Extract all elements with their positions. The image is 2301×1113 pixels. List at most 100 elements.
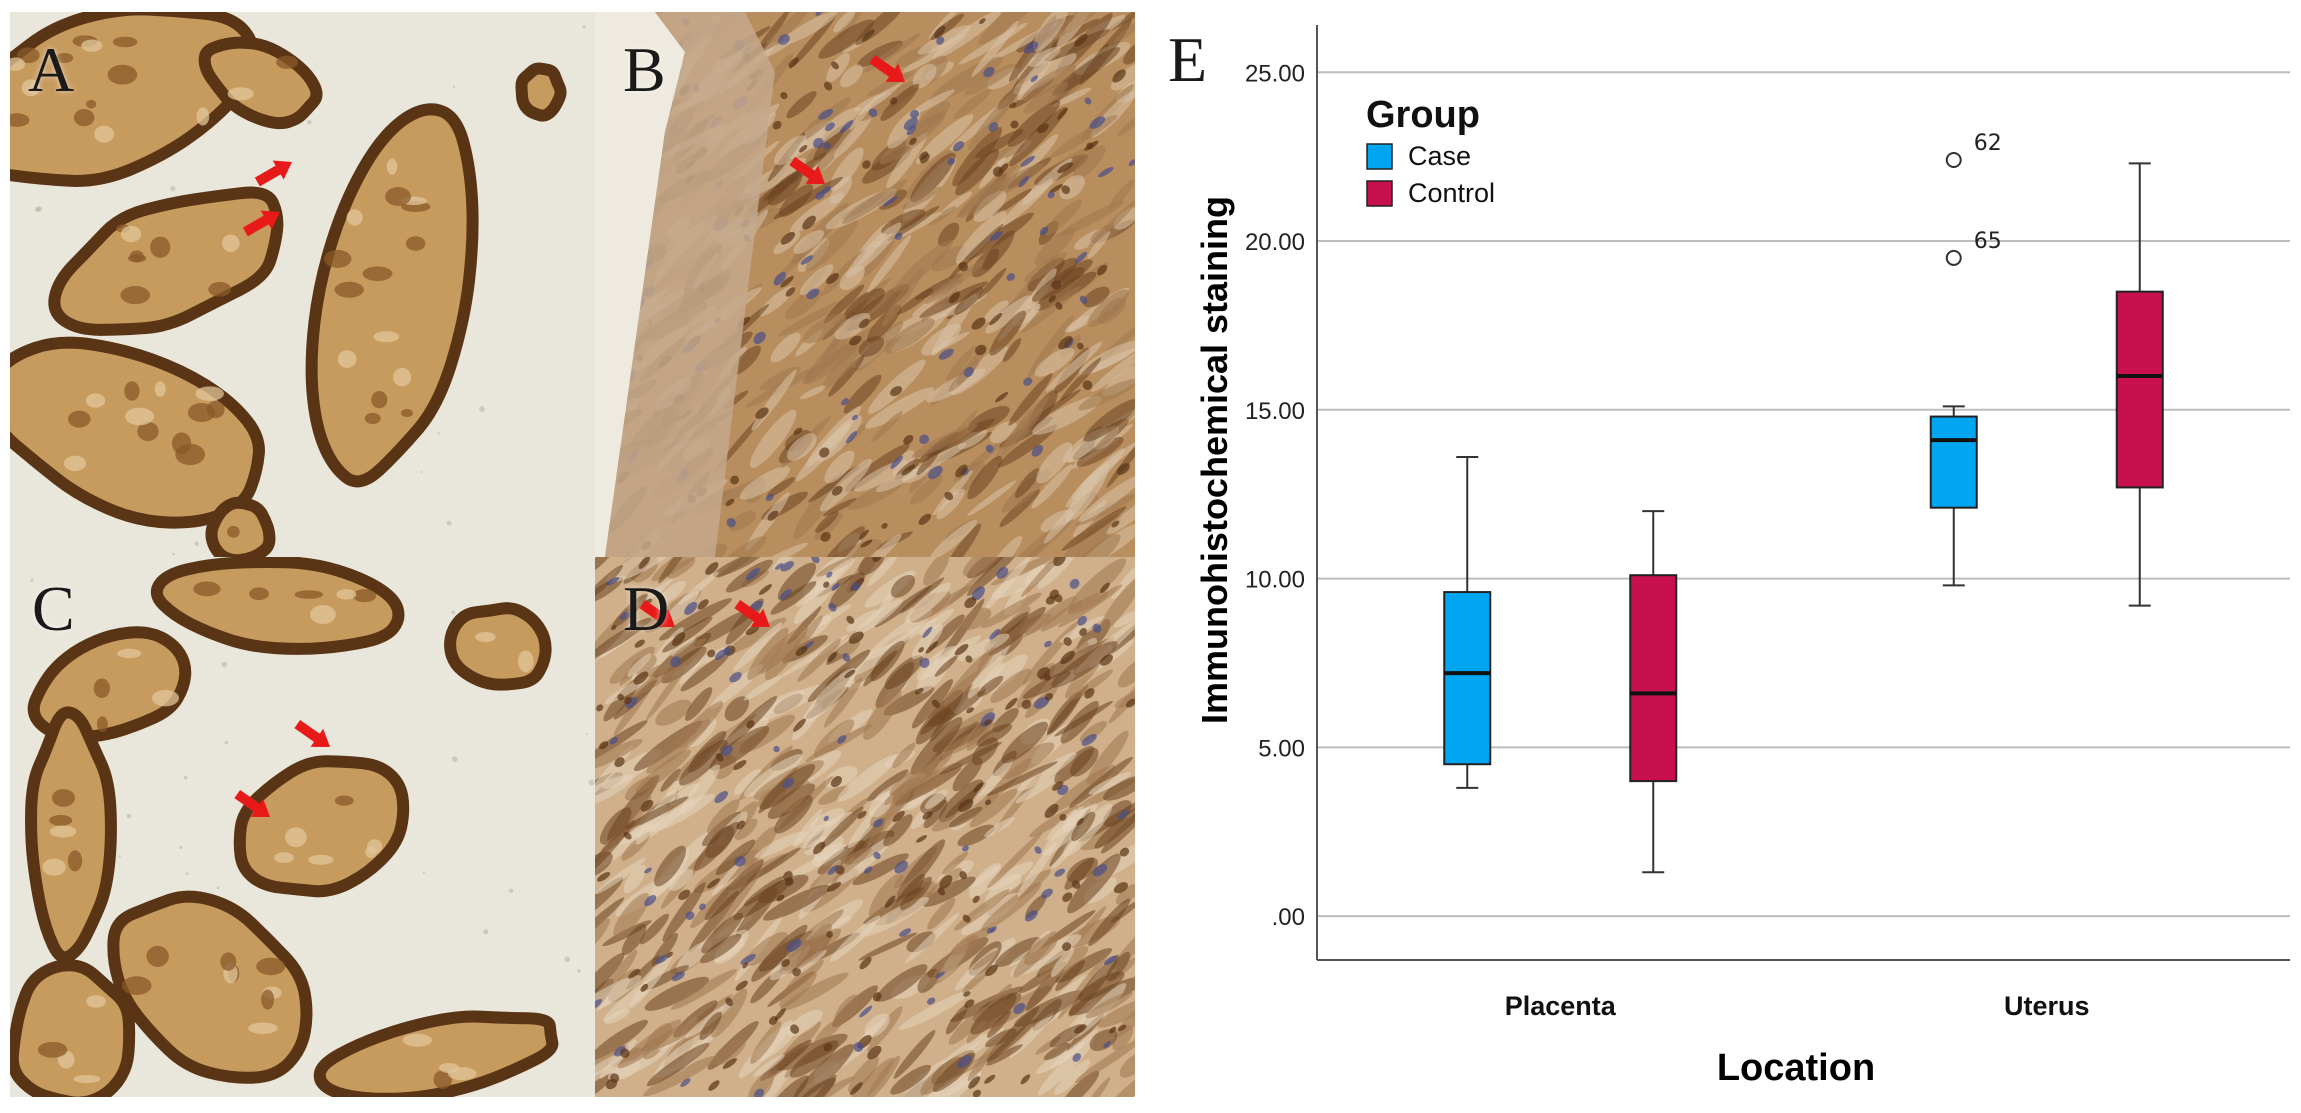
fiber bbox=[834, 994, 861, 1025]
nucleus bbox=[685, 911, 695, 920]
fiber bbox=[815, 511, 839, 533]
fiber bbox=[847, 1057, 895, 1097]
nucleus bbox=[868, 108, 878, 118]
debris-speck bbox=[185, 872, 189, 876]
nucleus bbox=[1109, 1026, 1117, 1034]
nucleus bbox=[916, 835, 927, 843]
nucleus bbox=[963, 991, 971, 997]
x-axis-label: Location bbox=[1717, 1047, 1875, 1089]
outlier-point bbox=[1945, 152, 1962, 169]
cell bbox=[352, 589, 377, 603]
fiber bbox=[599, 807, 632, 845]
fiber bbox=[759, 286, 794, 317]
fiber bbox=[1098, 575, 1135, 634]
nucleus bbox=[818, 109, 834, 120]
fiber bbox=[660, 768, 681, 792]
fiber bbox=[1007, 100, 1061, 147]
nucleus bbox=[1072, 1053, 1082, 1062]
nucleus bbox=[944, 491, 954, 501]
fiber bbox=[936, 488, 965, 520]
fiber bbox=[843, 374, 882, 414]
nucleus bbox=[1081, 733, 1097, 746]
fiber bbox=[814, 512, 843, 541]
cell bbox=[49, 825, 77, 838]
fiber bbox=[938, 222, 960, 247]
cell bbox=[49, 814, 73, 826]
nucleus bbox=[1034, 846, 1042, 854]
fiber bbox=[990, 535, 1023, 557]
fiber bbox=[921, 278, 964, 323]
fiber bbox=[931, 791, 1000, 832]
panel-a-micrograph: A bbox=[10, 12, 595, 557]
fiber bbox=[711, 988, 748, 1038]
legend: Group Case Control bbox=[1366, 94, 1495, 208]
nucleus bbox=[619, 611, 630, 620]
fiber bbox=[595, 857, 646, 895]
fiber bbox=[817, 526, 865, 557]
nucleus bbox=[933, 25, 946, 39]
nucleus bbox=[819, 447, 830, 458]
nucleus bbox=[873, 851, 881, 860]
fiber bbox=[1068, 558, 1127, 612]
fiber bbox=[858, 557, 885, 576]
fiber bbox=[782, 928, 842, 971]
fiber bbox=[1094, 805, 1135, 849]
fiber bbox=[709, 725, 770, 771]
cell bbox=[392, 367, 412, 387]
legend-swatch bbox=[1366, 143, 1393, 170]
villus bbox=[48, 186, 284, 336]
cell bbox=[193, 581, 221, 597]
fiber bbox=[1095, 1066, 1135, 1097]
fiber bbox=[932, 470, 973, 516]
cell bbox=[386, 158, 398, 175]
fiber bbox=[731, 345, 761, 376]
debris-speck bbox=[452, 85, 456, 88]
nucleus bbox=[1062, 892, 1073, 902]
fiber bbox=[928, 614, 965, 650]
cell bbox=[86, 99, 97, 109]
nucleus bbox=[815, 12, 822, 16]
fiber bbox=[890, 1064, 932, 1095]
nucleus bbox=[1018, 175, 1030, 188]
nucleus bbox=[1128, 159, 1135, 167]
nucleus bbox=[811, 557, 820, 564]
nucleus bbox=[680, 1078, 691, 1087]
fiber bbox=[848, 1055, 879, 1093]
nucleus bbox=[781, 958, 791, 968]
nucleus bbox=[826, 571, 833, 578]
nucleus bbox=[1049, 184, 1063, 194]
nucleus bbox=[820, 532, 831, 542]
cell bbox=[248, 1022, 278, 1034]
nucleus bbox=[755, 407, 769, 419]
nucleus bbox=[963, 366, 974, 378]
fiber bbox=[941, 851, 969, 875]
nucleus bbox=[1084, 140, 1099, 151]
nucleus bbox=[1077, 615, 1087, 626]
fiber bbox=[747, 627, 789, 680]
nucleus bbox=[1048, 295, 1056, 303]
fiber bbox=[704, 859, 764, 921]
nucleus bbox=[926, 997, 936, 1005]
nucleus bbox=[846, 430, 858, 444]
nucleus bbox=[859, 1005, 873, 1018]
nucleus bbox=[840, 120, 854, 133]
fiber bbox=[981, 592, 1042, 629]
fiber bbox=[1050, 947, 1074, 978]
nucleus bbox=[782, 777, 795, 789]
fiber bbox=[658, 557, 691, 584]
nucleus bbox=[859, 956, 872, 970]
fiber bbox=[706, 799, 740, 834]
nucleus bbox=[1051, 280, 1062, 290]
fiber bbox=[987, 861, 1034, 891]
fiber bbox=[916, 449, 940, 476]
fiber bbox=[1059, 357, 1102, 402]
fiber bbox=[890, 574, 916, 598]
fiber bbox=[884, 759, 941, 805]
fiber bbox=[886, 132, 927, 189]
fiber bbox=[986, 67, 1020, 90]
nucleus bbox=[1020, 155, 1035, 167]
y-tick-label: 20.00 bbox=[1245, 229, 1305, 256]
nucleus bbox=[1061, 185, 1071, 195]
debris-speck bbox=[582, 25, 586, 29]
nucleus bbox=[964, 999, 975, 1008]
